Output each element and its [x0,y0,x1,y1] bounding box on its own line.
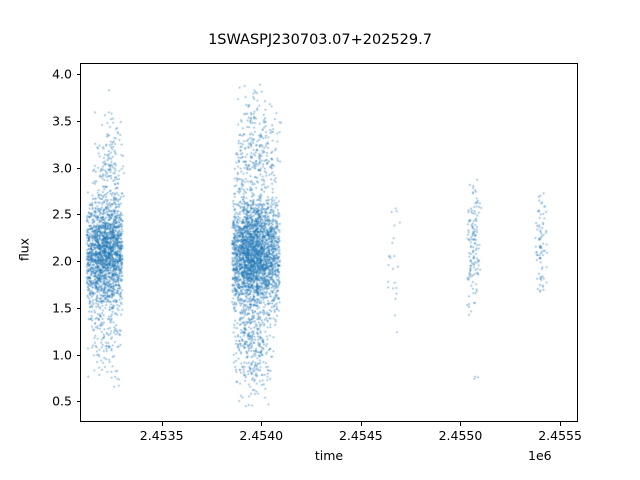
x-tick-label: 2.4550 [438,428,483,443]
y-tick-label: 4.0 [52,66,72,82]
x-axis-offset-label: 1e6 [528,448,552,463]
x-tick-label: 2.4555 [538,428,582,443]
x-tick-mark [161,422,163,426]
x-tick-label: 2.4535 [139,428,184,443]
y-tick-label: 1.0 [52,347,72,363]
x-tick-mark [560,422,562,426]
y-tick-label: 0.5 [52,393,72,409]
scatter-plot-canvas [81,64,577,421]
x-tick-mark [360,422,362,426]
x-tick-mark [261,422,263,426]
x-tick-label: 2.4540 [239,428,284,443]
y-tick-label: 1.5 [52,300,72,316]
y-axis-label: flux [16,237,32,262]
x-tick-mark [460,422,462,426]
x-tick-label: 2.4545 [338,428,383,443]
y-tick-label: 3.0 [52,160,72,176]
x-axis-label: time [314,448,344,463]
y-tick-label: 3.5 [52,113,72,129]
plot-axes-area [80,63,578,422]
page-title: 1SWASPJ230703.07+202529.7 [208,32,432,48]
